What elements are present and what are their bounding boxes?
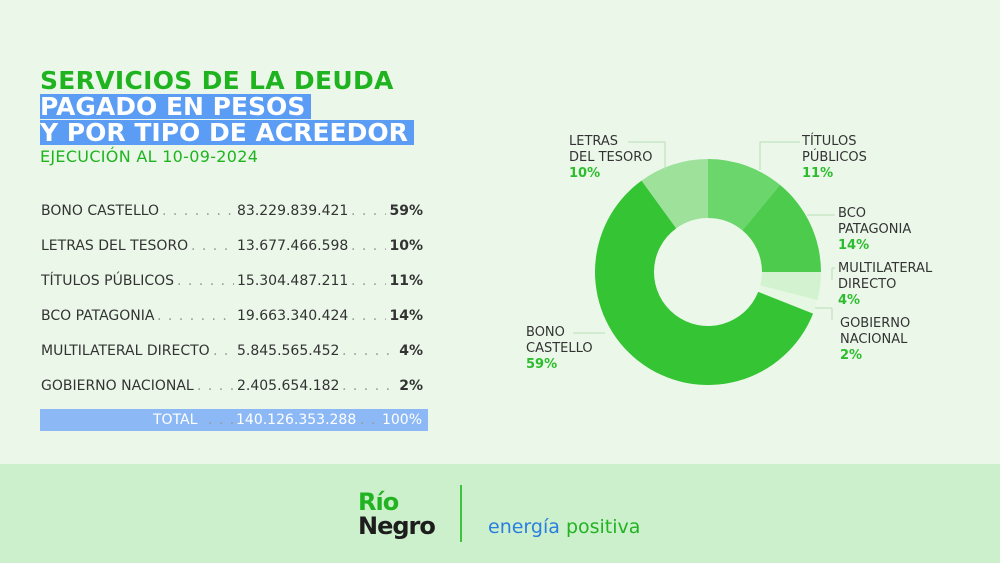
table-row: MULTILATERAL DIRECTO 5.845.565.452 4%. .… [41, 343, 423, 363]
table-row: BCO PATAGONIA 19.663.340.424 14%. . . . … [41, 308, 423, 328]
label-bco-patagonia: BCO PATAGONIA 14% [838, 206, 912, 253]
row-value: 83.229.839.421 [237, 203, 349, 219]
row-label: GOBIERNO NACIONAL [41, 378, 194, 394]
label-gobierno: GOBIERNO NACIONAL 2% [840, 316, 911, 363]
table-row: BONO CASTELLO 83.229.839.421 59%. . . . … [41, 203, 423, 223]
row-label: BCO PATAGONIA [41, 308, 155, 324]
dot-leader: . . . . . . . . . . . . . . . [213, 343, 234, 359]
subtitle-date: EJECUCIÓN AL 10-09-2024 [40, 147, 259, 166]
dot-leader: . . . . . . . . . . . . . . . [342, 378, 396, 394]
row-value: 15.304.487.211 [237, 273, 349, 289]
row-pct: 11% [389, 273, 423, 289]
label-multilateral: MULTILATERAL DIRECTO 4% [838, 261, 933, 308]
row-pct: 4% [399, 343, 423, 359]
row-label: LETRAS DEL TESORO [41, 238, 189, 254]
table-row: LETRAS DEL TESORO 13.677.466.598 10%. . … [41, 238, 423, 258]
total-pct: 100% [381, 412, 422, 428]
dot-leader: . . . . . . . . . . . . . . . [351, 273, 386, 289]
total-value: 140.126.353.288 [236, 412, 357, 428]
title: SERVICIOS DE LA DEUDA [40, 66, 394, 95]
title-line-3: Y POR TIPO DE ACREEDOR [40, 120, 414, 145]
donut-slice-bco-patagonia [742, 184, 821, 272]
donut-slice-letras-del-tesoro [641, 159, 708, 229]
row-pct: 2% [399, 378, 423, 394]
donut-slice-gobierno-nacional [758, 285, 818, 314]
dot-leader: . . . . . . . . . . . . . . . [157, 308, 234, 324]
table-row: TÍTULOS PÚBLICOS 15.304.487.211 11%. . .… [41, 273, 423, 293]
divider [460, 485, 462, 542]
row-pct: 59% [389, 203, 423, 219]
total-row: TOTAL . . . . 140.126.353.288 . . . 100% [40, 409, 428, 431]
title-line-2: PAGADO EN PESOS [40, 94, 312, 119]
dot-leader: . . . . . . . . . . . . . . . [351, 308, 386, 324]
row-value: 13.677.466.598 [237, 238, 349, 254]
donut-slice-titulos-publicos [708, 159, 781, 231]
row-pct: 10% [389, 238, 423, 254]
total-label: TOTAL [153, 412, 198, 428]
rio-negro-logo: Río Negro [358, 488, 436, 540]
tagline: energía positiva [488, 516, 641, 538]
dot-leader: . . . . . . . . . . . . . . . [162, 203, 234, 219]
row-label: MULTILATERAL DIRECTO [41, 343, 210, 359]
label-titulos: TÍTULOS PÚBLICOS 11% [802, 134, 867, 181]
label-letras: LETRAS DEL TESORO 10% [569, 134, 653, 181]
leader-lines [573, 141, 835, 334]
dot-leader: . . . . . . . . . . . . . . . [191, 238, 234, 254]
label-bono-castello: BONO CASTELLO 59% [526, 325, 593, 372]
row-value: 5.845.565.452 [237, 343, 340, 359]
dot-leader: . . . . . . . . . . . . . . . [351, 238, 386, 254]
row-value: 2.405.654.182 [237, 378, 340, 394]
row-value: 19.663.340.424 [237, 308, 349, 324]
dot-leader: . . . . . . . . . . . . . . . [197, 378, 234, 394]
donut-slice-multilateral-directo [760, 272, 821, 301]
row-pct: 14% [389, 308, 423, 324]
dot-leader: . . . . . . . . . . . . . . . [342, 343, 396, 359]
table-row: GOBIERNO NACIONAL 2.405.654.182 2%. . . … [41, 378, 423, 398]
row-label: TÍTULOS PÚBLICOS [41, 273, 175, 289]
donut-slice-bono-castello [595, 180, 814, 385]
row-label: BONO CASTELLO [41, 203, 160, 219]
footer [0, 464, 1000, 563]
dot-leader: . . . . . . . . . . . . . . . [177, 273, 234, 289]
dot-leader: . . . . . . . . . . . . . . . [351, 203, 386, 219]
